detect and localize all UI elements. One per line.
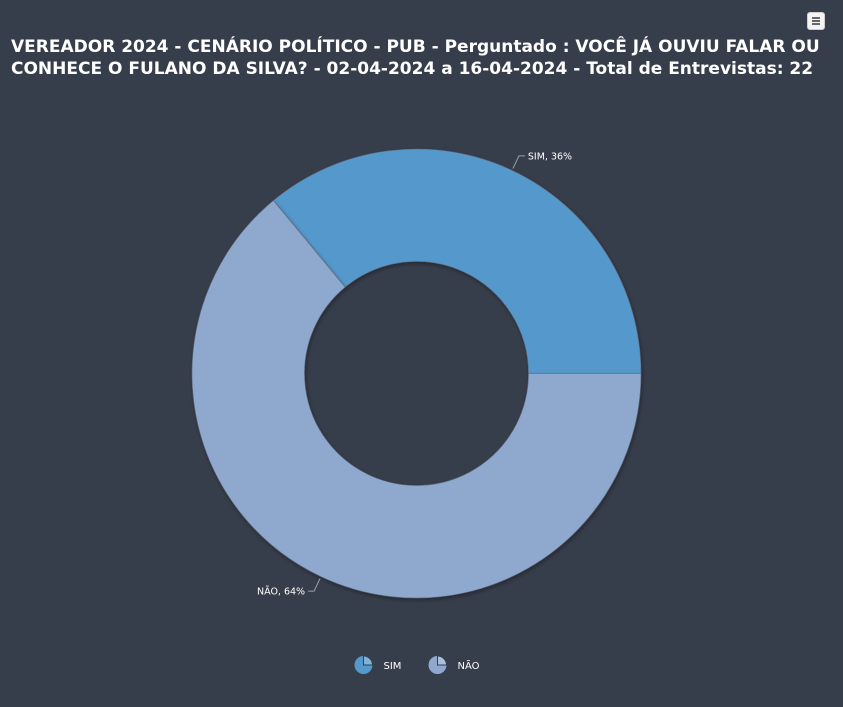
legend-item-sim[interactable]: SIM [354, 655, 402, 674]
data-label-connector [512, 155, 525, 169]
hamburger-menu-icon-bar [812, 17, 820, 19]
slice-nao[interactable] [191, 200, 642, 599]
legend-label: NÃO [458, 659, 480, 672]
pie-chart-icon-wedge [363, 655, 374, 666]
pie-chart-icon-wedge [437, 655, 448, 666]
legend-label: SIM [384, 661, 402, 672]
legend-item-nao[interactable]: NÃO [428, 655, 480, 674]
slice-sim[interactable] [272, 148, 642, 374]
data-label-connector [308, 578, 321, 592]
hamburger-menu-icon-bar [812, 23, 820, 25]
data-labels-layer: SIM, 36% NÃO, 64% [257, 151, 572, 597]
chart-menu-button[interactable] [807, 12, 825, 30]
data-label-nao: NÃO, 64% [257, 587, 305, 598]
chart-title: VEREADOR 2024 - CENÁRIO POLÍTICO - PUB -… [11, 37, 820, 79]
data-label-sim: SIM, 36% [528, 151, 572, 162]
slices-layer [191, 148, 642, 599]
legend: SIM NÃO [354, 655, 480, 674]
hamburger-menu-icon-bar [812, 20, 820, 22]
